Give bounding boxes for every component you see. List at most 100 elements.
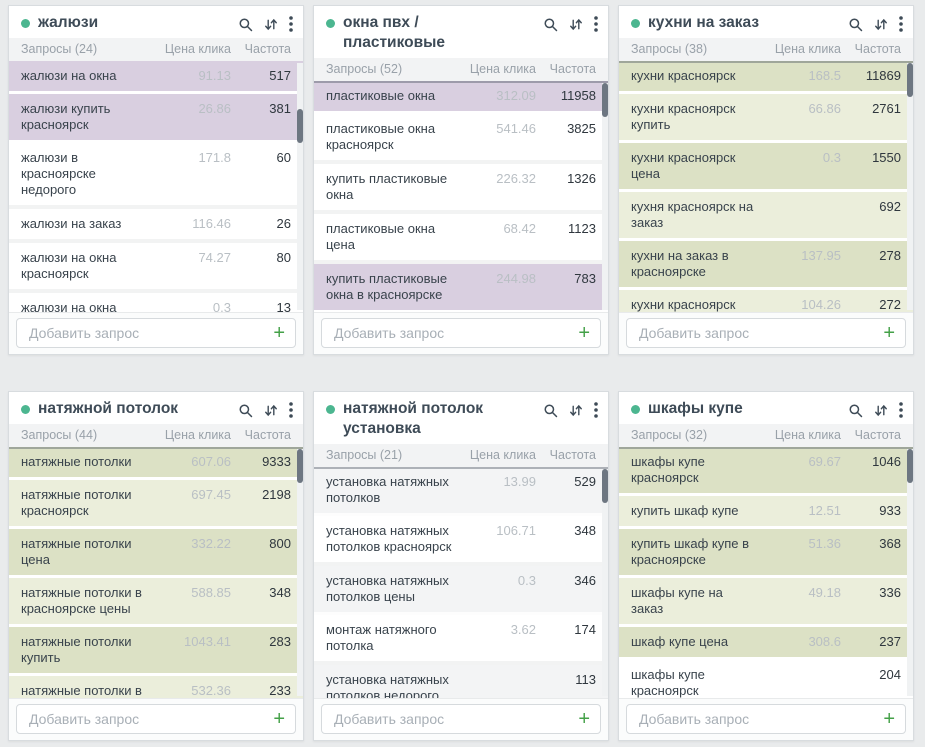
add-query-bar: +	[619, 698, 913, 740]
query-row[interactable]: натяжные потолки в красноярске цены 588.8…	[9, 578, 303, 627]
click-price-cell: 308.6	[808, 634, 841, 649]
kebab-menu-icon[interactable]	[289, 16, 293, 32]
search-icon[interactable]	[543, 17, 558, 32]
scrollbar[interactable]	[602, 469, 608, 696]
scrollbar[interactable]	[297, 63, 303, 310]
query-cell: жалюзи на заказ	[21, 216, 122, 231]
add-query-input[interactable]	[27, 324, 272, 342]
query-cell: кухни красноярск цена	[631, 150, 736, 181]
query-row[interactable]: кухни на заказ в красноярске 137.95 278	[619, 241, 913, 290]
query-row[interactable]: кухни красноярск купить 66.86 2761	[619, 94, 913, 143]
scrollbar-thumb[interactable]	[297, 109, 303, 143]
scrollbar[interactable]	[297, 449, 303, 696]
query-row[interactable]: установка натяжных потолков красноярск 10…	[314, 516, 608, 566]
query-row[interactable]: жалюзи на окна 0.3 13	[9, 293, 303, 312]
query-row[interactable]: жалюзи на окна 91.13 517	[9, 61, 303, 94]
query-row[interactable]: установка натяжных потолков цены 0.3 346	[314, 566, 608, 615]
frequency-cell: 368	[879, 536, 901, 551]
query-row[interactable]: купить шкаф купе 12.51 933	[619, 496, 913, 529]
frequency-cell: 204	[879, 667, 901, 682]
query-row[interactable]: жалюзи на окна красноярск 74.27 80	[9, 243, 303, 293]
query-row[interactable]: натяжные потолки красноярск 697.45 2198	[9, 480, 303, 529]
query-row[interactable]: кухни красноярск 104.26 272	[619, 290, 913, 312]
query-row[interactable]: купить шкаф купе в красноярске 51.36 368	[619, 529, 913, 578]
kebab-menu-icon[interactable]	[899, 16, 903, 32]
sort-icon[interactable]	[264, 17, 278, 32]
query-row[interactable]: натяжные потолки цена 332.22 800	[9, 529, 303, 578]
keyword-group-panel-shkafy-kupe: шкафы купе Запросы (32) Цена клика Часто…	[618, 391, 914, 741]
kebab-menu-icon[interactable]	[899, 402, 903, 418]
kebab-menu-icon[interactable]	[594, 16, 598, 32]
query-row[interactable]: натяжные потолки 607.06 9333	[9, 447, 303, 480]
query-row[interactable]: кухни красноярск цена 0.3 1550	[619, 143, 913, 192]
frequency-cell: 346	[574, 573, 596, 588]
add-query-plus-icon[interactable]: +	[273, 708, 285, 730]
query-row[interactable]: шкафы купе на заказ 49.18 336	[619, 578, 913, 627]
scrollbar[interactable]	[602, 83, 608, 310]
query-row[interactable]: шкафы купе красноярск недорогие 204	[619, 660, 913, 698]
search-icon[interactable]	[238, 403, 253, 418]
query-row[interactable]: установка натяжных потолков недорого 113	[314, 665, 608, 698]
add-query-input[interactable]	[332, 324, 577, 342]
query-row[interactable]: жалюзи на заказ 116.46 26	[9, 209, 303, 243]
scrollbar[interactable]	[907, 449, 913, 696]
add-query-input[interactable]	[637, 324, 882, 342]
sort-icon[interactable]	[874, 403, 888, 418]
search-icon[interactable]	[848, 17, 863, 32]
query-row[interactable]: шкафы купе красноярск 69.67 1046	[619, 447, 913, 496]
frequency-column-header: Частота	[854, 42, 901, 56]
sort-icon[interactable]	[569, 403, 583, 418]
add-query-plus-icon[interactable]: +	[273, 322, 285, 344]
query-row[interactable]: пластиковые окна красноярск 541.46 3825	[314, 114, 608, 164]
add-query-plus-icon[interactable]: +	[578, 322, 590, 344]
add-query-input[interactable]	[332, 710, 577, 728]
query-cell: шкафы купе красноярск	[631, 454, 705, 485]
query-row[interactable]: установка натяжных потолков 13.99 529	[314, 467, 608, 516]
search-icon[interactable]	[543, 403, 558, 418]
add-query-plus-icon[interactable]: +	[883, 708, 895, 730]
scrollbar-thumb[interactable]	[297, 449, 303, 483]
kebab-menu-icon[interactable]	[289, 402, 293, 418]
sort-icon[interactable]	[874, 17, 888, 32]
click-price-cell: 51.36	[808, 536, 841, 551]
scrollbar-thumb[interactable]	[602, 83, 608, 117]
add-query-input[interactable]	[637, 710, 882, 728]
query-row[interactable]: шкаф купе цена 308.6 237	[619, 627, 913, 660]
column-headers: Запросы (38) Цена клика Частота	[619, 38, 913, 61]
group-title: натяжной потолок	[38, 400, 179, 417]
query-row[interactable]: натяжные потолки в 532.36 233	[9, 676, 303, 698]
scrollbar-thumb[interactable]	[907, 449, 913, 483]
query-row[interactable]: пластиковые окна 312.09 11958	[314, 81, 608, 114]
sort-icon[interactable]	[569, 17, 583, 32]
sort-icon[interactable]	[264, 403, 278, 418]
query-cell: кухни красноярск	[631, 68, 736, 83]
group-status-dot	[326, 405, 335, 414]
queries-column-header: Запросы (52)	[326, 62, 403, 76]
click-price-cell: 0.3	[517, 573, 536, 588]
frequency-cell: 933	[879, 503, 901, 518]
query-row[interactable]: натяжные потолки купить 1043.41 283	[9, 627, 303, 676]
add-query-plus-icon[interactable]: +	[883, 322, 895, 344]
scrollbar[interactable]	[907, 63, 913, 310]
query-row[interactable]: пластиковые окна цена 68.42 1123	[314, 214, 608, 264]
panel-actions	[848, 399, 903, 418]
group-title: натяжной потолок установка	[343, 400, 484, 437]
query-row[interactable]: жалюзи в красноярске недорого 171.8 60	[9, 143, 303, 209]
kebab-menu-icon[interactable]	[594, 402, 598, 418]
add-query-input[interactable]	[27, 710, 272, 728]
query-row[interactable]: купить пластиковые окна 226.32 1326	[314, 164, 608, 214]
scrollbar-thumb[interactable]	[907, 63, 913, 97]
add-query-bar: +	[9, 312, 303, 354]
add-query-plus-icon[interactable]: +	[578, 708, 590, 730]
click-price-cell: 588.85	[191, 585, 231, 600]
query-row[interactable]: монтаж натяжного потолка 3.62 174	[314, 615, 608, 665]
search-icon[interactable]	[238, 17, 253, 32]
query-cell: натяжные потолки цена	[21, 536, 132, 567]
query-row[interactable]: жалюзи купить красноярск 26.86 381	[9, 94, 303, 143]
scrollbar-thumb[interactable]	[602, 469, 608, 503]
query-row[interactable]: купить пластиковые окна в красноярске 244…	[314, 264, 608, 312]
frequency-cell: 113	[575, 672, 596, 687]
query-row[interactable]: кухни красноярск 168.5 11869	[619, 61, 913, 94]
query-row[interactable]: кухня красноярск на заказ 692	[619, 192, 913, 241]
search-icon[interactable]	[848, 403, 863, 418]
